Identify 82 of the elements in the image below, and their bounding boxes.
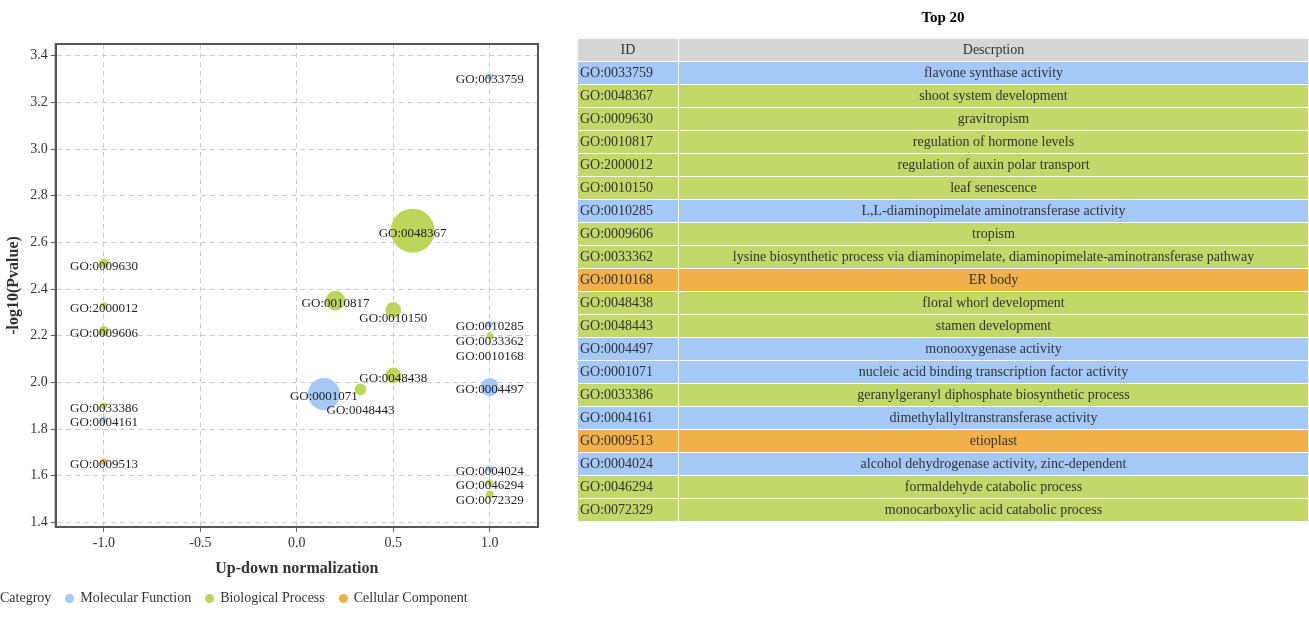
legend-label: Biological Process — [219, 590, 325, 606]
annotation: GO:0004024 — [455, 463, 525, 479]
text: floral whorl development — [922, 295, 1065, 310]
text: regulation of hormone levels — [912, 134, 1075, 149]
text: GO:0033362 — [580, 249, 654, 264]
y-axis-title: -log10(Pvalue) — [3, 236, 22, 335]
text: tropism — [972, 226, 1015, 241]
annotation: GO:0033759 — [455, 71, 524, 87]
annotation: GO:0001071 — [289, 388, 358, 404]
text: stamen development — [935, 318, 1052, 333]
text: GO:0048443 — [580, 318, 654, 333]
text: GO:0072329 — [580, 502, 654, 517]
y-tick-label: 1.6 — [30, 467, 48, 483]
text: ER body — [968, 272, 1019, 287]
annotation: GO:0009630 — [69, 257, 138, 273]
text: shoot system development — [919, 88, 1068, 103]
annotation: GO:0010285 — [455, 318, 524, 334]
text: GO:0033386 — [580, 387, 654, 402]
annotation: GO:0033386 — [69, 400, 139, 416]
y-tick-label: 2.2 — [30, 327, 48, 343]
y-tick-label: 3.4 — [30, 47, 48, 63]
annotation: GO:0010150 — [359, 310, 428, 326]
text: GO:0010285 — [580, 203, 654, 218]
text: GO:0048438 — [580, 295, 654, 310]
y-tick-label: 1.8 — [30, 420, 48, 436]
text: gravitropism — [957, 111, 1030, 126]
annotation: GO:0072329 — [455, 491, 524, 507]
text: dimethylallyltranstransferase activity — [889, 410, 1098, 425]
text: leaf senescence — [950, 180, 1037, 195]
text: GO:0009513 — [580, 433, 654, 448]
text: Descrption — [962, 42, 1025, 57]
annotation: GO:0010168 — [455, 348, 524, 364]
annotation: GO:0004161 — [69, 414, 138, 430]
y-tick-label: 1.4 — [30, 514, 48, 530]
annotation: GO:2000012 — [69, 299, 138, 315]
annotation: GO:0046294 — [455, 477, 525, 493]
text: ID — [620, 42, 636, 57]
text: geranylgeranyl diphosphate biosynthetic process — [857, 387, 1130, 402]
text: GO:0046294 — [580, 479, 654, 494]
text: GO:0009630 — [580, 111, 654, 126]
text: monooxygenase activity — [925, 341, 1062, 356]
text: monocarboxylic acid catabolic process — [884, 502, 1103, 517]
x-axis-title: Up-down normalization — [215, 558, 379, 577]
legend-title: Categroy — [0, 590, 52, 606]
x-tick-label: 0.0 — [288, 535, 306, 551]
y-tick-label: 2.4 — [30, 280, 48, 296]
text: alcohol dehydrogenase activity, zinc-dependent — [860, 456, 1127, 471]
y-tick-label: 3.0 — [30, 140, 48, 156]
text: L,L-diaminopimelate aminotransferase activity — [861, 203, 1126, 218]
x-tick-label: -1.0 — [92, 535, 116, 551]
annotation: GO:0004497 — [455, 381, 525, 397]
text: nucleic acid binding transcription factor activity — [858, 364, 1129, 379]
text: GO:0033759 — [580, 65, 654, 80]
y-tick-label: 2.6 — [30, 234, 48, 250]
text: etioplast — [969, 433, 1018, 448]
text: Top 20 — [920, 8, 966, 27]
text: regulation of auxin polar transport — [897, 157, 1090, 172]
x-tick-label: -0.5 — [189, 535, 212, 551]
annotation: GO:0009606 — [69, 325, 139, 341]
text: GO:0009606 — [580, 226, 654, 241]
annotation: GO:0033362 — [455, 333, 524, 349]
y-tick-label: 2.8 — [30, 187, 48, 203]
legend-label: Cellular Component — [352, 590, 468, 606]
annotation: GO:0009513 — [69, 456, 138, 472]
text: GO:0010817 — [580, 134, 654, 149]
text: GO:0001071 — [580, 364, 654, 379]
text: GO:0048367 — [580, 88, 654, 103]
text: GO:0004024 — [580, 456, 654, 471]
x-tick-label: 1.0 — [481, 535, 499, 551]
text: GO:2000012 — [580, 157, 654, 172]
text: lysine biosynthetic process via diaminopimelate, diaminopimelate-aminotransferase pathway — [732, 249, 1255, 264]
x-tick-label: 0.5 — [384, 535, 403, 551]
text: GO:0004497 — [580, 341, 654, 356]
text: flavone synthase activity — [923, 65, 1064, 80]
text: GO:0010168 — [580, 272, 654, 287]
annotation: GO:0048443 — [326, 401, 395, 417]
text: formaldehyde catabolic process — [904, 479, 1083, 494]
legend-label: Molecular Function — [79, 590, 192, 606]
y-tick-label: 3.2 — [30, 94, 48, 110]
text: GO:0010150 — [580, 180, 654, 195]
text: GO:0004161 — [580, 410, 654, 425]
y-tick-label: 2.0 — [30, 374, 48, 390]
